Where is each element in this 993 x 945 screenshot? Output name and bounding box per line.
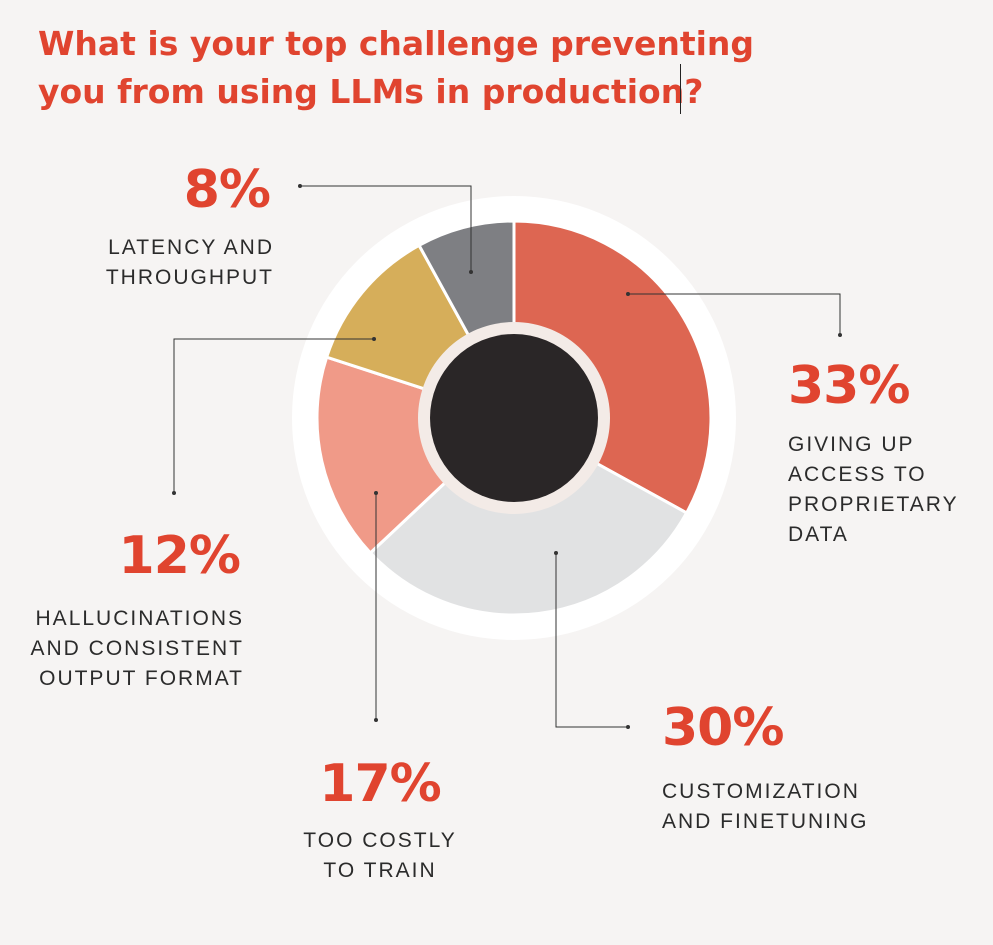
leader-12-end-dot xyxy=(172,491,176,495)
chart-title-line-1: What is your top challenge preventing xyxy=(38,24,755,63)
slice-8-label: LATENCY AND THROUGHPUT xyxy=(20,233,274,293)
leader-33-line xyxy=(628,293,841,335)
chart-center xyxy=(430,334,598,502)
leader-30-start-dot xyxy=(554,551,558,555)
leader-33-end-dot xyxy=(838,333,842,337)
leader-8-start-dot xyxy=(298,184,302,188)
text-cursor xyxy=(680,64,681,114)
leader-30-line xyxy=(555,553,628,728)
slice-17-percent: 17% xyxy=(319,754,441,814)
slice-33-label-line: PROPRIETARY xyxy=(788,493,959,516)
leader-8-end-dot xyxy=(469,270,473,274)
leader-33-start-dot xyxy=(626,292,630,296)
slice-17-label-line: TO TRAIN xyxy=(323,859,437,882)
slice-30-label-line: CUSTOMIZATION xyxy=(662,780,860,803)
slice-33-label-line: DATA xyxy=(788,523,849,546)
slice-12-label-line: HALLUCINATIONS xyxy=(35,607,244,630)
slice-12-label-line: OUTPUT FORMAT xyxy=(39,667,244,690)
leader-lines xyxy=(172,184,842,729)
slice-33-label: GIVING UP ACCESS TO PROPRIETARY DATA xyxy=(788,430,959,550)
slice-12-percent: 12% xyxy=(118,526,241,586)
slice-17-label-line: TOO COSTLY xyxy=(303,829,457,852)
slice-33-label-line: GIVING UP xyxy=(788,433,915,456)
slice-8-percent: 8% xyxy=(183,160,271,220)
slice-12-label-line: AND CONSISTENT xyxy=(30,637,244,660)
leader-8-line xyxy=(300,185,472,272)
slice-30-label: CUSTOMIZATION AND FINETUNING xyxy=(662,777,869,837)
leader-17-end-dot xyxy=(374,718,378,722)
leader-12-start-dot xyxy=(372,337,376,341)
slice-30-label-line: AND FINETUNING xyxy=(662,810,869,833)
slice-30-percent: 30% xyxy=(662,698,784,758)
slice-8-label-line: THROUGHPUT xyxy=(105,266,274,289)
chart-title-line-2: you from using LLMs in production? xyxy=(38,72,704,111)
leader-12-line xyxy=(173,338,374,493)
slice-8-label-line: LATENCY AND xyxy=(108,236,274,259)
slice-33-label-line: ACCESS TO xyxy=(788,463,927,486)
leader-17-start-dot xyxy=(374,491,378,495)
leader-30-end-dot xyxy=(626,725,630,729)
chart-title: What is your top challenge preventing yo… xyxy=(38,20,938,116)
slice-17-label: TOO COSTLY TO TRAIN xyxy=(240,826,520,886)
slice-33-percent: 33% xyxy=(788,356,910,416)
slice-12-label: HALLUCINATIONS AND CONSISTENT OUTPUT FOR… xyxy=(0,604,244,694)
